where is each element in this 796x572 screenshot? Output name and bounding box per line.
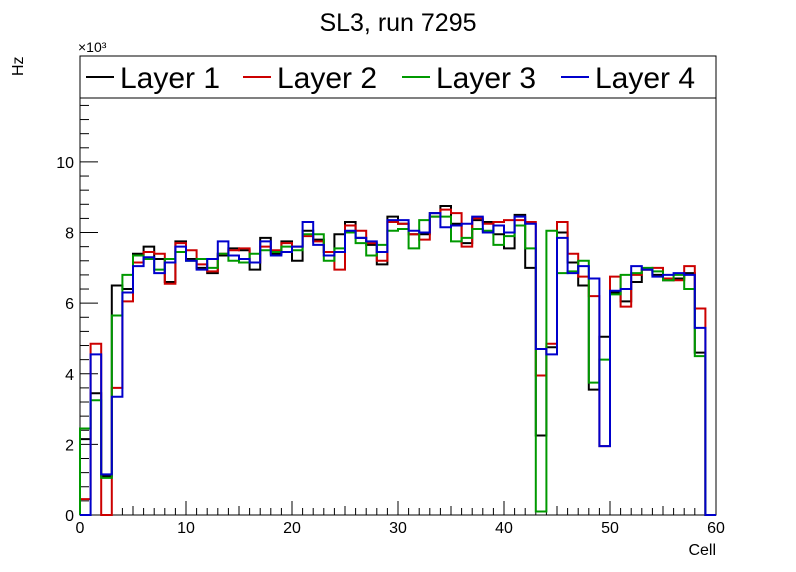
y-tick-label: 0 [65,508,74,525]
legend-label: Layer 1 [120,62,220,95]
x-axis-label: Cell [688,542,716,559]
series-group [79,205,716,516]
y-axis-ticks: 0 2 4 6 8 10 [56,76,98,525]
x-tick-label: 30 [389,520,407,537]
x-tick-label: 50 [601,520,619,537]
x-tick-label: 10 [177,520,195,537]
x-tick-label: 60 [707,520,725,537]
chart-title: SL3, run 7295 [319,9,476,37]
x-tick-label: 0 [76,520,85,537]
y-tick-label: 8 [65,226,74,243]
legend-label: Layer 4 [595,62,695,95]
y-tick-label: 4 [65,367,74,384]
series-line-layer-4 [80,212,716,516]
y-axis-multiplier: ×10³ [78,39,107,55]
y-tick-label: 2 [65,437,74,454]
y-axis-label: Hz [10,56,27,76]
legend-label: Layer 3 [436,62,536,95]
legend-box [79,55,717,99]
y-tick-label: 6 [65,296,74,313]
x-tick-label: 40 [495,520,513,537]
y-tick-label: 10 [56,155,74,172]
x-tick-label: 20 [283,520,301,537]
legend: Layer 1 Layer 2 Layer 3 Layer 4 [79,55,717,99]
legend-label: Layer 2 [277,62,377,95]
